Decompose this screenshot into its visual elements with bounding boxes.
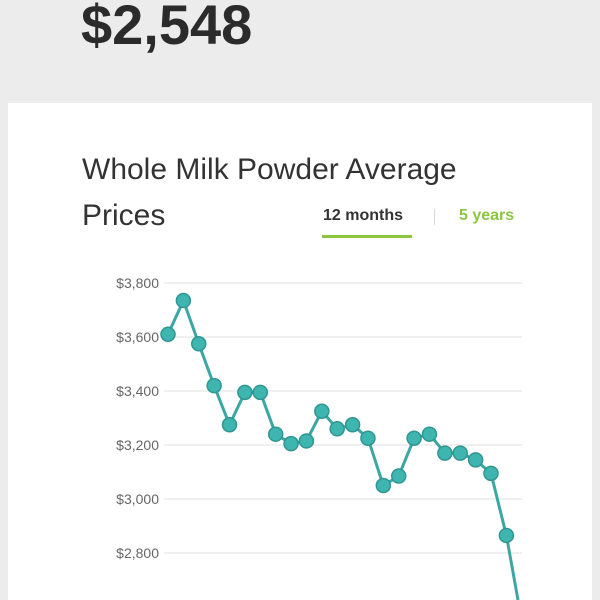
- data-point[interactable]: [160, 326, 176, 343]
- y-tick-label: $3,200: [116, 437, 159, 453]
- data-point[interactable]: [298, 433, 315, 449]
- tab-12-months[interactable]: 12 months: [323, 207, 404, 224]
- y-tick-label: $3,400: [116, 383, 159, 399]
- y-tick-label: $3,600: [116, 329, 159, 345]
- data-point[interactable]: [375, 477, 392, 494]
- tab-5-years[interactable]: 5 years: [459, 207, 515, 224]
- data-point[interactable]: [421, 426, 438, 442]
- data-point[interactable]: [390, 468, 407, 484]
- active-tab-underline: [322, 235, 412, 238]
- data-point[interactable]: [267, 426, 284, 442]
- y-tick-label: $2,800: [116, 545, 159, 561]
- data-point[interactable]: [360, 430, 376, 446]
- y-tick-label: $3,000: [116, 491, 159, 507]
- data-point[interactable]: [237, 384, 253, 401]
- current-price: $2,548: [81, 0, 253, 56]
- data-point[interactable]: [314, 403, 330, 419]
- data-point[interactable]: [175, 292, 192, 309]
- data-point[interactable]: [467, 452, 484, 468]
- data-point[interactable]: [252, 384, 269, 401]
- chart-title: Whole Milk Powder Average Prices: [82, 153, 457, 232]
- data-point[interactable]: [498, 527, 515, 544]
- data-point[interactable]: [283, 435, 299, 452]
- data-point[interactable]: [329, 421, 345, 437]
- data-point[interactable]: [452, 445, 468, 461]
- data-point[interactable]: [406, 430, 422, 446]
- price-header: $2,548: [8, 0, 592, 103]
- data-point[interactable]: [221, 417, 238, 433]
- tab-divider: [434, 209, 435, 225]
- data-point[interactable]: [206, 377, 222, 394]
- data-point[interactable]: [437, 445, 453, 461]
- data-point[interactable]: [483, 465, 499, 482]
- price-card: Whole Milk Powder Average Prices 12 mont…: [8, 103, 592, 600]
- y-tick-label: $3,800: [116, 275, 159, 291]
- data-point[interactable]: [191, 336, 207, 352]
- data-point[interactable]: [344, 417, 361, 433]
